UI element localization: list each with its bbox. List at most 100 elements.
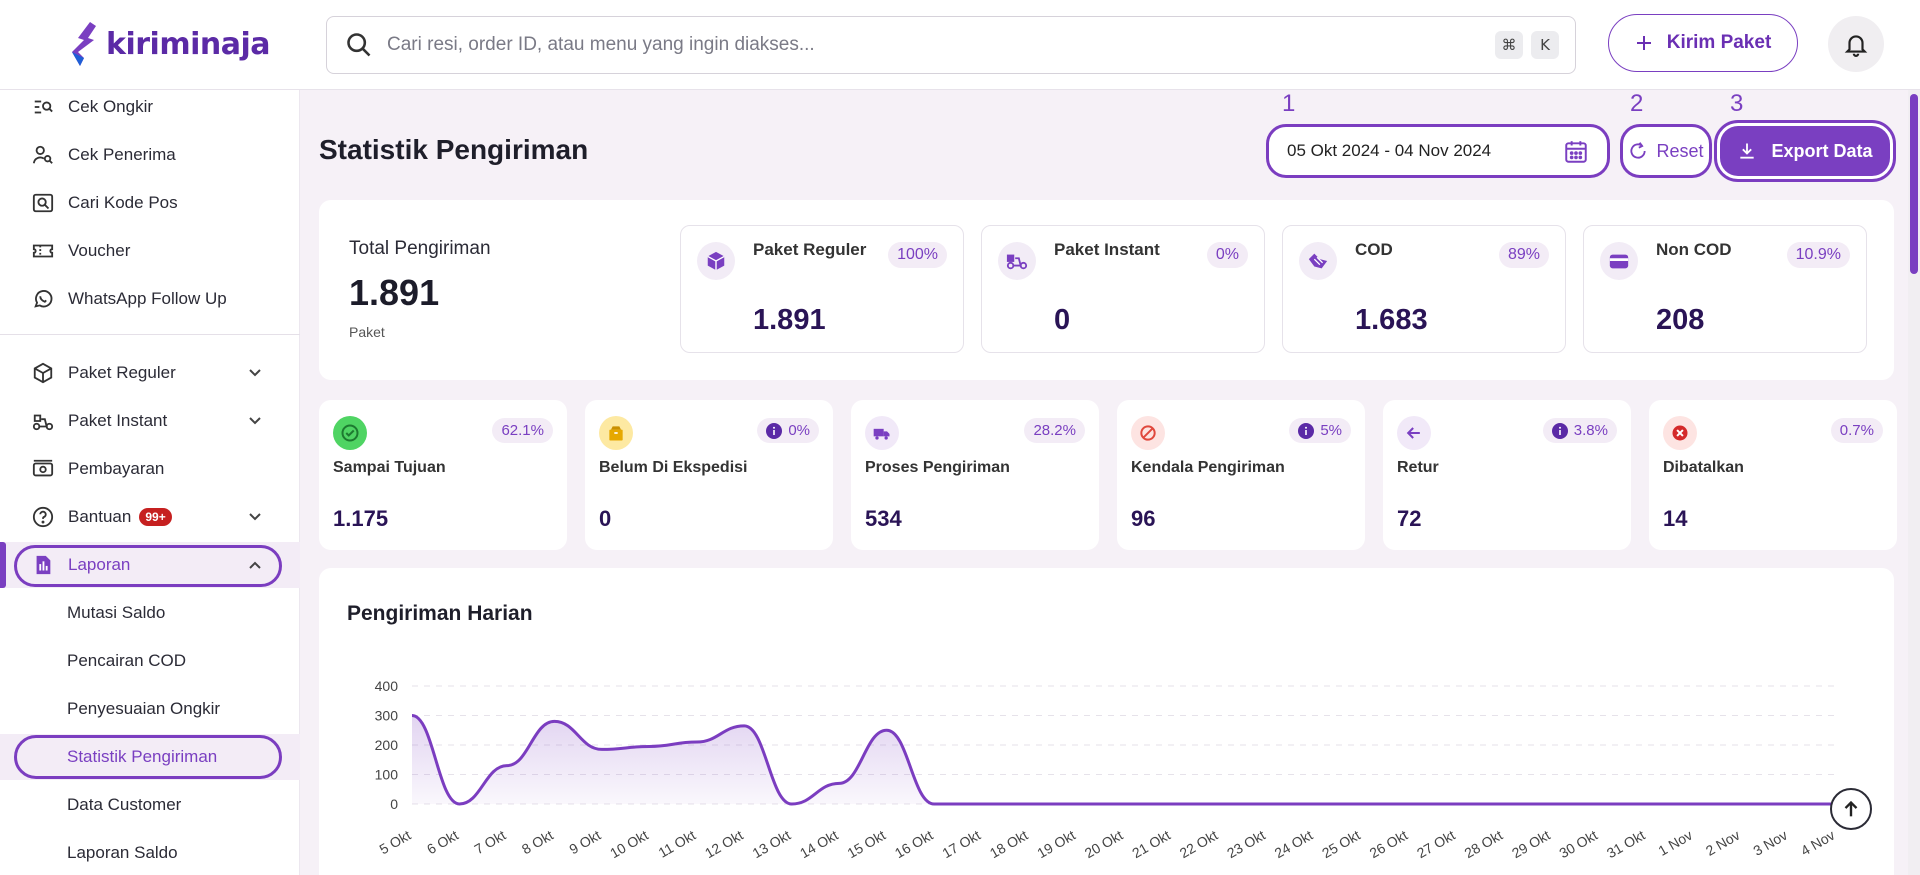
x-tick-label: 15 Okt: [844, 827, 888, 862]
sidebar-item-bantuan[interactable]: Bantuan 99+: [0, 494, 300, 540]
check-circle-icon: [333, 416, 367, 450]
sidebar-item-label: Laporan: [68, 555, 131, 574]
sidebar-divider: [0, 334, 300, 335]
notification-button[interactable]: [1828, 16, 1884, 72]
area-fill: [412, 715, 1836, 804]
status-value: 534: [865, 506, 902, 531]
report-icon: [30, 552, 56, 578]
y-tick-label: 100: [375, 767, 399, 783]
sidebar-item-label: Pencairan COD: [67, 651, 187, 670]
sidebar-item-cek-penerima[interactable]: Cek Penerima: [0, 132, 300, 178]
search-input[interactable]: [387, 34, 1487, 56]
x-tick-label: 29 Okt: [1509, 827, 1553, 862]
sidebar-subitem-data-customer[interactable]: Data Customer: [0, 782, 300, 828]
summary-value: 0: [1054, 304, 1071, 336]
sidebar-item-label: Laporan Saldo: [67, 843, 178, 862]
sidebar-item-label: Cek Penerima: [68, 145, 176, 164]
total-unit: Paket: [349, 324, 385, 340]
status-card-retur[interactable]: 3.8% Retur 72: [1383, 400, 1631, 550]
sidebar-item-label: Cari Kode Pos: [68, 193, 178, 212]
scooter-icon: [30, 408, 56, 434]
y-tick-label: 0: [390, 796, 398, 812]
status-card-proses-pengiriman[interactable]: 28.2% Proses Pengiriman 534: [851, 400, 1099, 550]
logo-text: kiriminaja: [106, 26, 270, 62]
status-card-kendala-pengiriman[interactable]: 5% Kendala Pengiriman 96: [1117, 400, 1365, 550]
x-tick-label: 16 Okt: [892, 827, 936, 862]
summary-label: Non COD: [1656, 240, 1732, 259]
sidebar-item-pembayaran[interactable]: Pembayaran: [0, 446, 300, 492]
status-label: Belum Di Ekspedisi: [599, 459, 748, 476]
status-card-dibatalkan[interactable]: 0.7% Dibatalkan 14: [1649, 400, 1897, 550]
x-tick-label: 20 Okt: [1082, 827, 1126, 862]
sidebar-item-label: WhatsApp Follow Up: [68, 289, 227, 308]
bell-icon: [1844, 35, 1868, 57]
summary-percent: 89%: [1498, 242, 1549, 268]
chevron-down-icon: [249, 417, 261, 425]
status-percent: 28.2%: [1024, 418, 1085, 443]
summary-card-cod[interactable]: COD 89% 1.683: [1282, 225, 1566, 353]
chevron-down-icon: [249, 513, 261, 521]
x-circle-icon: [1663, 416, 1697, 450]
sidebar-subitem-statistik-pengiriman[interactable]: Statistik Pengiriman: [0, 734, 300, 780]
status-label: Kendala Pengiriman: [1131, 459, 1285, 476]
sidebar-subitem-mutasi-saldo[interactable]: Mutasi Saldo: [0, 590, 300, 636]
status-card-belum-di-ekspedisi[interactable]: 0% Belum Di Ekspedisi 0: [585, 400, 833, 550]
chart-card: Pengiriman Harian 0 100 200 300 400 5 Okt 6 Ok…: [319, 568, 1894, 875]
whatsapp-icon: [30, 286, 56, 312]
summary-value: 208: [1656, 304, 1705, 336]
x-tick-label: 11 Okt: [655, 827, 698, 861]
refresh-icon: [1630, 142, 1647, 159]
reset-button[interactable]: Reset: [1620, 124, 1712, 178]
summary-card-non-cod[interactable]: Non COD 10.9% 208: [1583, 225, 1867, 353]
annotation-3: 3: [1730, 90, 1744, 117]
summary-card-paket-reguler[interactable]: Paket Reguler 100% 1.891: [680, 225, 964, 353]
x-tick-label: 10 Okt: [607, 827, 651, 862]
x-tick-label: 19 Okt: [1034, 827, 1078, 862]
sidebar-item-label: Mutasi Saldo: [67, 603, 166, 622]
scrollbar-thumb[interactable]: [1910, 94, 1918, 274]
x-tick-label: 26 Okt: [1367, 827, 1411, 862]
sidebar-subitem-penyesuaian-ongkir[interactable]: Penyesuaian Ongkir: [0, 686, 300, 732]
scroll-to-top-button[interactable]: [1830, 788, 1872, 830]
x-tick-label: 13 Okt: [750, 827, 794, 862]
sidebar-item-whatsapp[interactable]: WhatsApp Follow Up: [0, 276, 300, 322]
summary-card-paket-instant[interactable]: Paket Instant 0% 0: [981, 225, 1265, 353]
sidebar-item-cari-kode-pos[interactable]: Cari Kode Pos: [0, 180, 300, 226]
status-value: 96: [1131, 506, 1156, 531]
date-range-picker[interactable]: 05 Okt 2024 - 04 Nov 2024: [1266, 124, 1610, 178]
page-scrollbar[interactable]: [1908, 90, 1920, 875]
help-icon: [30, 504, 56, 530]
x-tick-label: 28 Okt: [1462, 827, 1506, 862]
sidebar-item-voucher[interactable]: Voucher: [0, 228, 300, 274]
x-tick-label: 17 Okt: [939, 827, 983, 862]
sidebar-subitem-laporan-saldo[interactable]: Laporan Saldo: [0, 830, 300, 875]
sidebar-item-paket-instant[interactable]: Paket Instant: [0, 398, 300, 444]
status-percent: 3.8%: [1542, 418, 1617, 443]
y-tick-label: 400: [375, 678, 399, 694]
truck-icon: [865, 416, 899, 450]
x-tick-label: 6 Okt: [424, 827, 461, 858]
x-tick-label: 1 Nov: [1655, 827, 1695, 859]
x-tick-label: 12 Okt: [702, 827, 746, 862]
sidebar-item-paket-reguler[interactable]: Paket Reguler: [0, 350, 300, 396]
status-percent: 62.1%: [492, 418, 553, 443]
x-tick-label: 4 Nov: [1798, 827, 1838, 859]
x-tick-label: 27 Okt: [1414, 827, 1458, 862]
kirim-paket-button[interactable]: Kirim Paket: [1608, 14, 1798, 72]
sidebar-item-laporan[interactable]: Laporan: [0, 542, 300, 588]
sidebar-item-cek-ongkir[interactable]: Cek Ongkir: [0, 84, 300, 130]
logo[interactable]: kiriminaja: [70, 22, 270, 66]
status-percent-value: 62.1%: [501, 422, 544, 439]
shortcut-key-cmd: ⌘: [1495, 31, 1523, 59]
export-inner: Export Data: [1720, 126, 1890, 176]
export-data-button[interactable]: Export Data: [1714, 120, 1896, 182]
card-icon: [1600, 242, 1638, 280]
sidebar-subitem-pencairan-cod[interactable]: Pencairan COD: [0, 638, 300, 684]
x-tick-label: 21 Okt: [1129, 827, 1173, 862]
status-value: 1.175: [333, 506, 389, 531]
status-card-sampai-tujuan[interactable]: 62.1% Sampai Tujuan 1.175: [319, 400, 567, 550]
status-value: 72: [1397, 506, 1422, 531]
sidebar-item-label: Data Customer: [67, 795, 182, 814]
prohibited-icon: [1131, 416, 1165, 450]
search-bar[interactable]: ⌘ K: [326, 16, 1576, 74]
